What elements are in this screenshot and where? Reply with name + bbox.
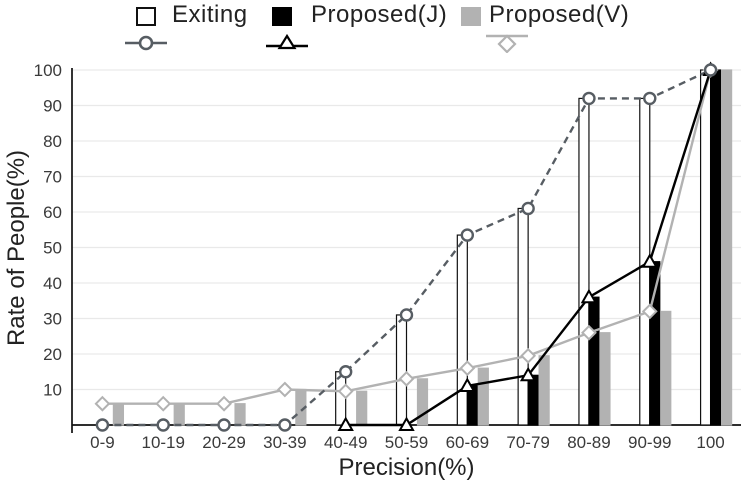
legend-swatch-exiting bbox=[136, 7, 156, 26]
bar-exiting-50-59 bbox=[395, 314, 408, 426]
x-tick-label-60-69: 60-69 bbox=[446, 433, 489, 452]
bar-proposedv-80-89 bbox=[599, 332, 611, 426]
y-tick-label-70: 70 bbox=[43, 168, 62, 187]
marker-triangle-70-79 bbox=[519, 366, 537, 382]
circle-marker-icon bbox=[125, 35, 167, 51]
marker-circle-30-39 bbox=[278, 418, 292, 432]
bar-proposedv-90-99 bbox=[660, 310, 672, 426]
bar-proposedj-90-99 bbox=[649, 261, 661, 426]
bar-proposedv-70-79 bbox=[538, 355, 550, 426]
marker-diamond-10-19 bbox=[155, 395, 172, 412]
y-axis-title: Rate of People(%) bbox=[3, 150, 30, 346]
y-tick-label-90: 90 bbox=[43, 97, 62, 116]
marker-diamond-30-39 bbox=[276, 381, 293, 398]
marker-diamond-80-89 bbox=[581, 324, 597, 341]
x-tick-label-40-49: 40-49 bbox=[324, 433, 367, 452]
x-axis-title: Precision(%) bbox=[338, 454, 474, 481]
marker-triangle-90-99 bbox=[641, 253, 658, 268]
y-tick-label-60: 60 bbox=[43, 203, 62, 222]
marker-diamond-50-59 bbox=[398, 370, 415, 387]
marker-triangle-40-49 bbox=[337, 416, 354, 431]
marker-diamond-40-49 bbox=[337, 383, 354, 400]
marker-diamond-70-79 bbox=[520, 347, 537, 364]
y-tick-label-40: 40 bbox=[43, 274, 62, 293]
legend-label-proposed-j: Proposed(J) bbox=[311, 1, 448, 28]
marker-circle-90-99 bbox=[643, 91, 657, 106]
bar-exiting-60-69 bbox=[456, 234, 468, 426]
legend-swatch-proposed-v bbox=[461, 7, 481, 26]
marker-circle-70-79 bbox=[521, 201, 535, 216]
bar-proposedv-100 bbox=[720, 69, 733, 426]
marker-triangle-80-89 bbox=[580, 288, 598, 304]
y-tick-label-50: 50 bbox=[43, 239, 62, 258]
marker-circle-20-29 bbox=[217, 418, 231, 432]
x-tick-label-0-9: 0-9 bbox=[90, 433, 115, 452]
marker-diamond-0-9 bbox=[94, 395, 111, 412]
legend-label-exiting: Exiting bbox=[172, 1, 248, 28]
bar-proposedj-70-79 bbox=[527, 374, 539, 426]
marker-circle-0-9 bbox=[95, 418, 110, 432]
bar-proposedv-10-19 bbox=[173, 403, 185, 426]
y-tick-label-10: 10 bbox=[43, 381, 62, 400]
x-tick-label-70-79: 70-79 bbox=[506, 433, 549, 452]
bar-exiting-70-79 bbox=[517, 207, 529, 426]
legend-swatch-proposed-j bbox=[272, 7, 292, 26]
x-tick-label-30-39: 30-39 bbox=[263, 433, 306, 452]
x-tick-label-90-99: 90-99 bbox=[628, 433, 671, 452]
bar-proposedv-50-59 bbox=[416, 378, 429, 426]
chart-legend: Exiting Proposed(J) Proposed(V) bbox=[0, 0, 748, 58]
marker-circle-100 bbox=[703, 63, 718, 77]
y-tick-label-30: 30 bbox=[43, 310, 62, 329]
marker-diamond-20-29 bbox=[216, 395, 232, 412]
marker-triangle-60-69 bbox=[459, 377, 476, 392]
y-tick-label-80: 80 bbox=[43, 132, 62, 151]
x-tick-label-100: 100 bbox=[696, 433, 724, 452]
marker-triangle-50-59 bbox=[398, 416, 415, 431]
bar-proposedj-100 bbox=[709, 69, 722, 426]
x-tick-label-80-89: 80-89 bbox=[567, 433, 610, 452]
x-tick-label-50-59: 50-59 bbox=[385, 433, 428, 452]
bar-exiting-100 bbox=[699, 69, 712, 426]
x-tick-label-10-19: 10-19 bbox=[141, 433, 184, 452]
marker-circle-50-59 bbox=[399, 308, 414, 322]
marker-circle-40-49 bbox=[338, 365, 353, 379]
diamond-marker-icon bbox=[486, 34, 528, 53]
y-tick-label-20: 20 bbox=[43, 345, 62, 364]
triangle-marker-icon bbox=[266, 33, 308, 50]
bar-proposedv-60-69 bbox=[477, 367, 489, 426]
bar-proposedv-0-9 bbox=[112, 403, 125, 426]
y-tick-label-100: 100 bbox=[34, 61, 62, 80]
legend-label-proposed-v: Proposed(V) bbox=[489, 1, 630, 28]
marker-circle-60-69 bbox=[460, 228, 475, 242]
line-exiting bbox=[102, 68, 712, 427]
bar-proposedv-40-49 bbox=[356, 390, 368, 426]
bar-exiting-40-49 bbox=[335, 371, 347, 426]
marker-circle-80-89 bbox=[582, 91, 596, 106]
x-tick-label-20-29: 20-29 bbox=[202, 433, 245, 452]
bar-proposedv-20-29 bbox=[234, 403, 246, 426]
marker-circle-10-19 bbox=[156, 418, 170, 432]
bar-proposedj-80-89 bbox=[588, 296, 600, 426]
marker-diamond-60-69 bbox=[459, 360, 476, 377]
marker-diamond-90-99 bbox=[641, 303, 658, 320]
bar-exiting-80-89 bbox=[578, 97, 590, 426]
